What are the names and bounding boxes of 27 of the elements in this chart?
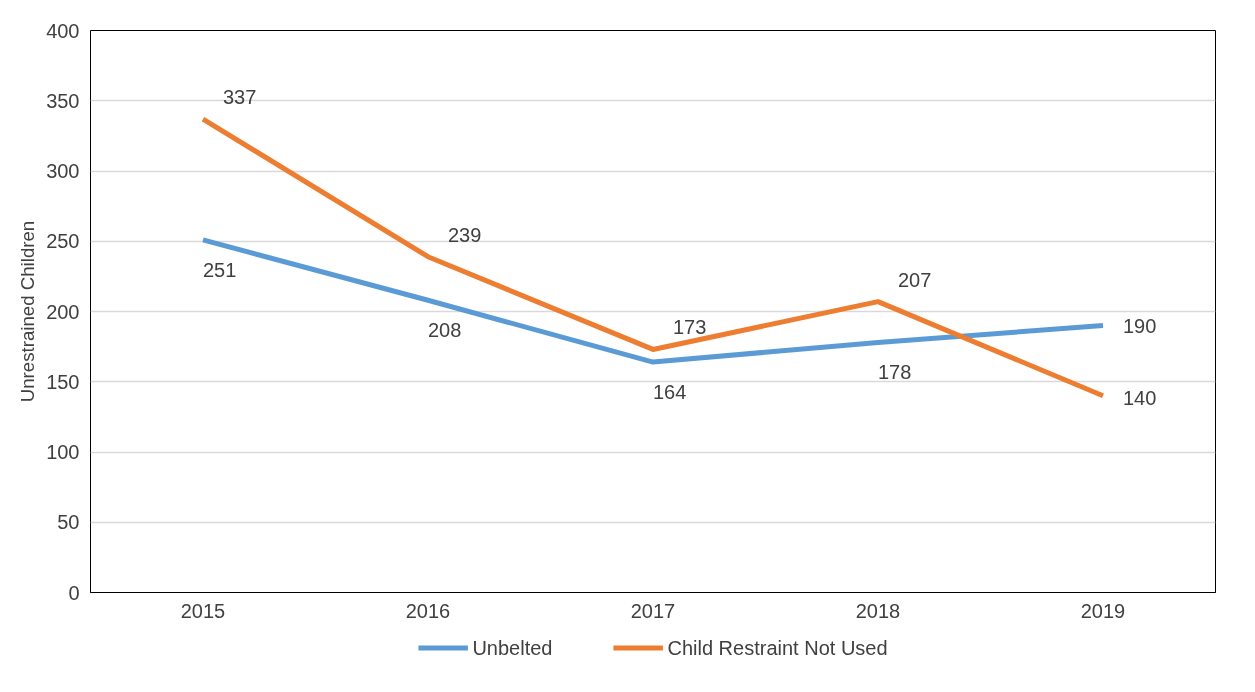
x-tick-label: 2017 [630,599,676,622]
x-tick-label: 2016 [405,599,451,622]
y-tick-label: 0 [68,581,80,604]
data-label: 190 [1123,314,1157,337]
x-tick-label: 2015 [180,599,226,622]
data-label: 208 [428,319,462,342]
y-tick-label: 300 [46,160,80,182]
data-label: 164 [653,381,687,404]
x-tick-label: 2018 [855,599,901,622]
y-axis-title: Unrestrained Children [17,220,39,403]
data-label: 140 [1123,386,1157,409]
data-label: 239 [448,223,482,246]
y-tick-label: 250 [46,230,80,253]
data-label: 207 [898,268,932,291]
legend-label: Unbelted [472,636,553,659]
legend-label: Child Restraint Not Used [667,636,888,659]
y-tick-label: 400 [46,19,80,42]
data-label: 337 [223,86,257,109]
data-label: 251 [203,258,237,281]
data-label: 178 [878,361,912,384]
y-tick-label: 100 [46,441,80,463]
data-label: 173 [673,316,707,339]
x-tick-label: 2019 [1080,599,1126,622]
y-tick-label: 200 [46,300,80,323]
y-tick-label: 350 [46,89,80,112]
y-tick-label: 150 [46,370,80,393]
y-tick-label: 50 [57,511,80,534]
